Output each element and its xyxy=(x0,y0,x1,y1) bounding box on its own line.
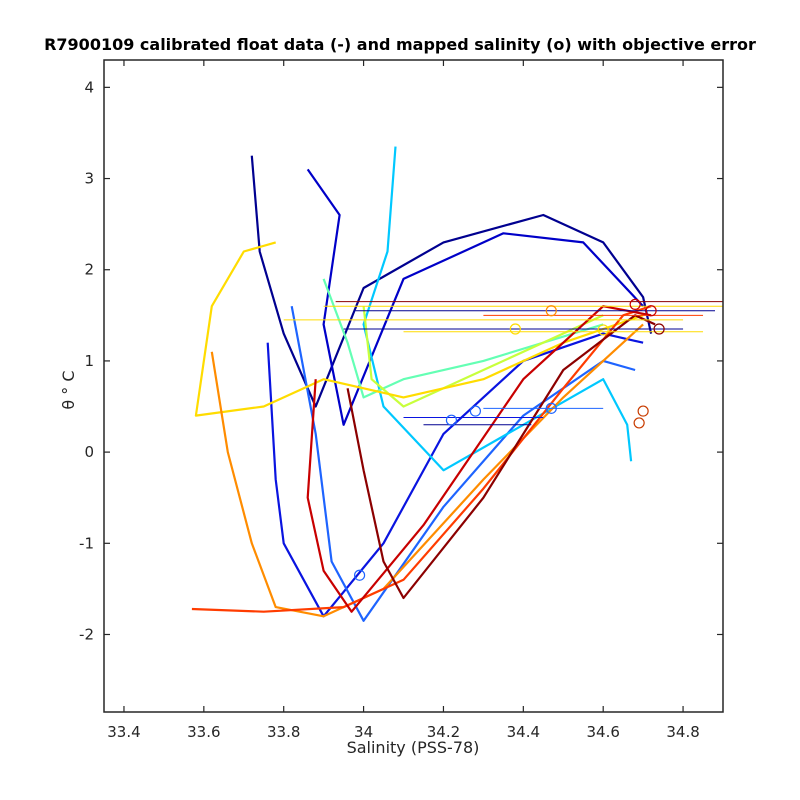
x-tick-label: 34.8 xyxy=(666,723,699,741)
x-tick-label: 33.4 xyxy=(107,723,140,741)
mapped-point-10 xyxy=(509,323,521,335)
mapped-point-11 xyxy=(597,324,609,336)
x-tick-label: 34.6 xyxy=(586,723,619,741)
y-tick-label: 3 xyxy=(84,170,94,188)
profile-line-12 xyxy=(346,314,656,600)
y-tick-label: 4 xyxy=(84,78,94,96)
profile-line-9 xyxy=(210,323,644,618)
mapped-point-5 xyxy=(633,417,645,429)
mapped-salinity-points xyxy=(353,298,665,581)
mapped-point-8 xyxy=(545,402,557,414)
x-axis-label: Salinity (PSS-78) xyxy=(347,738,480,757)
profile-line-4 xyxy=(290,305,636,622)
plot-area xyxy=(104,60,723,712)
profile-line-7 xyxy=(362,306,604,408)
mapped-point-2 xyxy=(645,305,657,317)
chart-title: R7900109 calibrated float data (-) and m… xyxy=(44,35,756,54)
objective-error-bars xyxy=(283,301,723,426)
profile-line-1 xyxy=(250,155,653,408)
x-tick-label: 34.2 xyxy=(427,723,460,741)
y-axis-label: θ ° C xyxy=(59,370,78,409)
x-tick-label: 34 xyxy=(354,723,373,741)
y-tick-label: 2 xyxy=(84,261,94,279)
mapped-point-9 xyxy=(545,305,557,317)
mapped-point-1 xyxy=(629,298,641,310)
mapped-point-6 xyxy=(469,405,481,417)
mapped-point-4 xyxy=(637,405,649,417)
x-tick-label: 34.4 xyxy=(507,723,540,741)
float-profiles xyxy=(191,146,656,622)
profile-line-8 xyxy=(194,241,644,417)
x-tick-label: 33.8 xyxy=(267,723,300,741)
mapped-point-3 xyxy=(653,323,665,335)
profile-line-5 xyxy=(362,146,633,472)
mapped-point-12 xyxy=(353,569,366,581)
y-tick-label: 1 xyxy=(84,352,94,370)
plot-frame xyxy=(103,59,724,713)
profile-line-10 xyxy=(191,305,652,613)
x-axis: 33.4 33.6 33.8 34 34.2 34.4 34.6 34.8 xyxy=(107,60,700,741)
y-axis: -2 -1 0 1 2 3 4 xyxy=(79,78,723,643)
y-tick-label: -1 xyxy=(79,534,94,552)
y-tick-label: 0 xyxy=(84,443,94,461)
x-tick-label: 33.6 xyxy=(187,723,220,741)
profile-line-3 xyxy=(266,332,644,618)
profile-line-2 xyxy=(306,168,644,426)
mapped-point-7 xyxy=(445,414,458,426)
y-tick-label: -2 xyxy=(79,625,94,643)
